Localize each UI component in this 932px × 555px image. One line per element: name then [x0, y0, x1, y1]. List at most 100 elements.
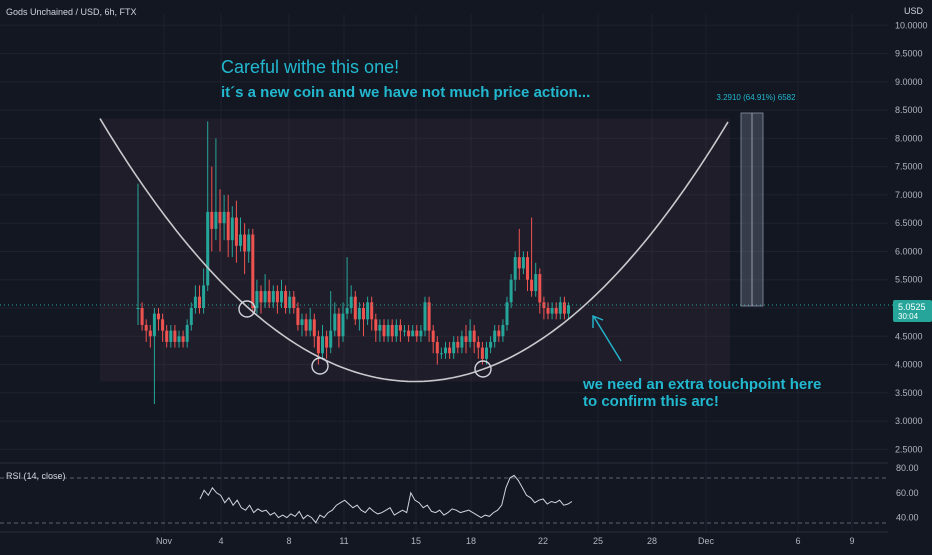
rsi-line — [199, 474, 573, 524]
touchpoint-circle-2[interactable] — [311, 357, 329, 375]
candle-body-47 — [329, 330, 333, 348]
time-tick-6: 22 — [538, 536, 548, 546]
time-tick-8: 28 — [647, 536, 657, 546]
candle-body-84 — [480, 347, 484, 359]
candle-body-103 — [558, 302, 562, 314]
touchpoint-circle-1[interactable] — [238, 300, 256, 318]
price-tick-8: 6.0000 — [895, 246, 923, 256]
candle-body-48 — [333, 313, 337, 331]
candle-body-49 — [337, 313, 341, 337]
annotation-arrow[interactable] — [592, 314, 622, 362]
candle-body-3 — [148, 330, 152, 337]
candle-body-101 — [550, 308, 554, 314]
candle-body-33 — [271, 291, 275, 303]
candle-body-66 — [407, 330, 411, 337]
candle-body-14 — [193, 296, 197, 308]
candle-body-39 — [296, 308, 300, 325]
touchpoint-circle-3[interactable] — [474, 360, 492, 378]
price-tick-6: 7.0000 — [895, 190, 923, 200]
candle-body-40 — [300, 319, 304, 325]
candle-body-29 — [255, 291, 259, 308]
candle-body-32 — [267, 291, 271, 303]
candle-body-65 — [403, 330, 406, 332]
candle-body-97 — [534, 274, 538, 292]
candle-body-83 — [476, 341, 480, 348]
time-tick-0: Nov — [156, 536, 173, 546]
candle-body-102 — [554, 308, 558, 314]
time-tick-3: 11 — [339, 536, 348, 546]
candle-body-34 — [275, 291, 279, 303]
candle-body-82 — [472, 330, 476, 342]
time-tick-11: 9 — [849, 536, 854, 546]
note-annotation-line2[interactable]: to confirm this arc! — [583, 393, 719, 410]
subheadline-annotation[interactable]: it´s a new coin and we have not much pri… — [221, 84, 590, 101]
candle-body-25 — [239, 234, 242, 246]
candle-body-16 — [202, 285, 206, 308]
candle-body-54 — [357, 308, 361, 320]
candle-body-8 — [169, 330, 173, 342]
price-tick-1: 9.5000 — [895, 49, 923, 59]
time-tick-9: Dec — [698, 536, 715, 546]
candle-body-35 — [280, 291, 283, 303]
candle-body-38 — [292, 296, 296, 308]
currency-label: USD — [904, 6, 924, 16]
price-tick-3: 8.5000 — [895, 105, 923, 115]
candle-body-92 — [513, 257, 517, 280]
candle-body-45 — [321, 336, 324, 354]
time-tick-10: 6 — [795, 536, 800, 546]
price-tick-2: 9.0000 — [895, 77, 923, 87]
candle-body-69 — [419, 330, 423, 337]
headline-annotation[interactable]: Careful withe this one! — [221, 57, 399, 77]
candle-body-58 — [374, 319, 378, 331]
candle-body-63 — [394, 324, 398, 337]
candle-body-61 — [386, 324, 390, 337]
cup-arc[interactable] — [99, 118, 729, 383]
candle-body-87 — [493, 330, 497, 342]
candle-body-41 — [304, 319, 308, 331]
highlight-zone — [100, 118, 730, 382]
candle-body-55 — [362, 308, 365, 320]
candle-body-105 — [567, 305, 570, 314]
candle-body-81 — [468, 330, 472, 342]
candle-body-76 — [448, 347, 452, 354]
candle-body-27 — [247, 234, 251, 252]
candle-body-74 — [439, 353, 443, 355]
candle-body-79 — [460, 336, 464, 348]
candle-body-71 — [427, 302, 431, 331]
candle-body-13 — [189, 308, 193, 325]
candle-body-43 — [312, 319, 316, 337]
time-axis[interactable]: Nov 4 8 11 15 18 22 25 28 Dec 6 9 — [156, 536, 855, 546]
rsi-tick-0: 80.00 — [896, 463, 919, 473]
candle-body-23 — [230, 217, 234, 241]
bar-countdown: 30:04 — [898, 312, 919, 321]
measure-label: 3.2910 (64.91%) 6582 — [716, 93, 796, 102]
candles-group — [136, 121, 570, 405]
candle-body-57 — [370, 302, 374, 320]
candle-body-10 — [177, 336, 181, 342]
candle-body-50 — [341, 313, 345, 337]
candle-body-31 — [263, 291, 267, 303]
rsi-axis: 80.00 60.00 40.00 — [896, 463, 919, 523]
candle-body-91 — [509, 279, 513, 303]
candle-body-2 — [144, 324, 148, 331]
note-annotation-line1[interactable]: we need an extra touchpoint here — [582, 376, 821, 393]
candle-body-42 — [308, 319, 312, 331]
candle-body-93 — [517, 257, 521, 269]
candle-body-20 — [218, 211, 222, 224]
candle-body-75 — [444, 347, 447, 354]
candle-body-4 — [152, 313, 156, 337]
candle-body-88 — [497, 330, 501, 337]
candle-body-95 — [526, 257, 529, 280]
candle-body-98 — [538, 274, 542, 303]
candle-body-53 — [353, 296, 357, 320]
candle-body-12 — [185, 324, 189, 342]
rsi-label: RSI (14, close) — [6, 471, 66, 481]
price-tick-12: 4.0000 — [895, 360, 923, 370]
time-tick-5: 18 — [466, 536, 476, 546]
candle-body-96 — [530, 279, 534, 292]
candle-body-78 — [456, 341, 460, 348]
price-tick-7: 6.5000 — [895, 218, 923, 228]
price-tick-14: 3.0000 — [895, 416, 923, 426]
